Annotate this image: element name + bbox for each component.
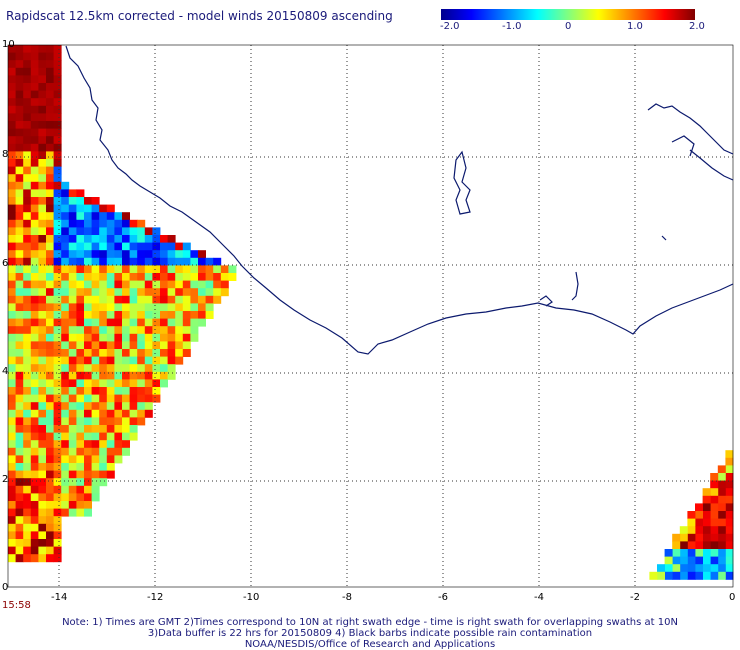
x-tick-label: -2 — [630, 592, 640, 603]
swath-right — [649, 450, 734, 580]
chart-title: Rapidscat 12.5km corrected - model winds… — [6, 9, 393, 23]
time-label: 15:58 — [2, 600, 31, 611]
note-line-1: Note: 1) Times are GMT 2)Times correspon… — [62, 617, 678, 628]
x-tick-label: -6 — [438, 592, 448, 603]
x-tick-label: -14 — [51, 592, 68, 603]
colorbar-tick: -2.0 — [440, 21, 460, 32]
colorbar-tick: 0 — [565, 21, 572, 32]
colorbar-tick: 2.0 — [689, 21, 705, 32]
y-tick-label: 4 — [2, 366, 9, 377]
colorbar-gradient — [441, 9, 695, 20]
x-tick-label: 0 — [729, 592, 736, 603]
y-tick-label: 10 — [2, 39, 15, 50]
swath-left — [8, 45, 237, 563]
y-tick-label: 0 — [2, 582, 9, 593]
colorbar-tick: -1.0 — [502, 21, 522, 32]
x-tick-label: -12 — [147, 592, 164, 603]
plot-frame — [7, 44, 734, 588]
y-tick-label: 2 — [2, 474, 9, 485]
note-line-2: 3)Data buffer is 22 hrs for 20150809 4) … — [147, 628, 593, 639]
x-tick-label: -8 — [342, 592, 352, 603]
x-tick-label: -10 — [243, 592, 260, 603]
colorbar-tick: 1.0 — [627, 21, 643, 32]
coastline — [65, 45, 734, 355]
y-tick-label: 8 — [2, 149, 9, 160]
graticule — [8, 45, 733, 587]
note-line-3: NOAA/NESDIS/Office of Research and Appli… — [244, 639, 496, 650]
x-tick-label: -4 — [534, 592, 544, 603]
y-tick-label: 6 — [2, 258, 9, 269]
